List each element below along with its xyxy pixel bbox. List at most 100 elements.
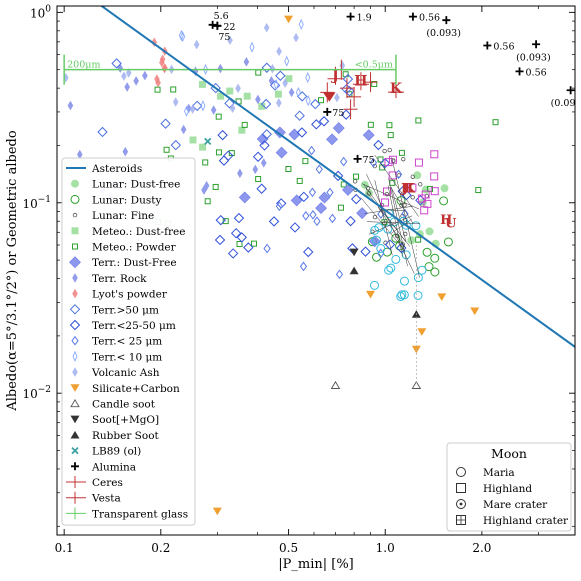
alumina-point [566, 86, 575, 95]
data-point [366, 221, 420, 224]
data-point [334, 92, 340, 103]
data-point [142, 70, 148, 81]
data-point [315, 164, 323, 175]
data-point [399, 203, 404, 208]
data-point [308, 187, 317, 198]
legend-label: Ceres [92, 477, 123, 489]
legend-swatch [72, 367, 78, 377]
data-point [328, 213, 337, 224]
data-point [391, 187, 407, 242]
plot-frame [56, 5, 576, 536]
alumina-point [208, 20, 217, 29]
data-point [214, 234, 226, 246]
legend-label: Lunar: Dusty [92, 194, 161, 206]
data-point [217, 63, 224, 74]
data-point [235, 83, 241, 94]
data-point [313, 216, 321, 227]
legend-label: Meteo.: Powder [92, 242, 177, 254]
data-point [255, 176, 262, 183]
y-axis-title: Albedo(α=5°/3.1°/2°) or Geometric albedo [5, 130, 20, 411]
moon-legend-label: Mare crater [483, 499, 548, 511]
alumina-label: 0.56 [526, 67, 547, 78]
data-point [411, 221, 421, 231]
data-point [379, 158, 391, 169]
data-point [159, 57, 165, 68]
data-point [426, 185, 433, 192]
moon-legend: Moon Maria Highland Mare crater Highland cra… [446, 442, 572, 532]
x-tick-label: 0.1 [55, 541, 74, 555]
data-point [383, 224, 393, 234]
x-axis-title: |P_min| [%] [278, 557, 354, 572]
legend-label: Lyot's powder [92, 289, 168, 301]
data-point [251, 240, 258, 247]
y-tick-label: 10−1 [22, 195, 51, 211]
data-point [212, 183, 219, 190]
data-point [302, 158, 309, 165]
data-point [332, 122, 345, 135]
data-point [302, 210, 310, 221]
data-point [210, 105, 217, 115]
legend-swatch [70, 430, 80, 439]
data-point [276, 98, 282, 108]
data-point [273, 79, 279, 91]
data-point [417, 265, 427, 275]
data-point [180, 30, 186, 43]
data-point [263, 243, 271, 254]
data-point [318, 191, 331, 204]
alumina-label: 75 [218, 32, 230, 43]
data-point [374, 180, 393, 256]
alumina-label: 75 [363, 155, 375, 166]
data-point [408, 183, 417, 192]
data-point [215, 113, 222, 120]
named-point-label: J [401, 182, 408, 197]
data-point [402, 231, 408, 237]
data-point [330, 380, 341, 389]
data-point [340, 156, 348, 167]
legend-swatch [72, 273, 78, 283]
data-point [367, 121, 374, 128]
data-point [229, 103, 236, 114]
data-point [307, 145, 316, 156]
data-point [133, 76, 139, 86]
data-point [154, 74, 160, 84]
data-point [411, 380, 422, 389]
data-point [233, 212, 245, 224]
data-point [238, 126, 246, 134]
data-point [243, 57, 250, 67]
data-point [413, 171, 422, 180]
data-point [238, 191, 251, 204]
data-point [261, 62, 273, 73]
data-point [326, 187, 334, 198]
legend-label: Rubber Soot [92, 430, 160, 442]
data-point [303, 246, 314, 258]
data-point [204, 198, 211, 205]
data-point [410, 195, 415, 200]
data-point [275, 201, 283, 212]
data-point [305, 95, 311, 107]
data-point [189, 104, 196, 114]
data-point [315, 202, 327, 215]
data-point [414, 158, 423, 167]
data-point [422, 247, 432, 257]
legend-swatch [69, 304, 81, 315]
data-point [199, 143, 207, 151]
data-point [342, 71, 349, 78]
data-point [430, 187, 439, 196]
data-point [386, 263, 396, 273]
data-point [185, 103, 192, 114]
legend-label: Terr.< 10 μm [92, 351, 162, 363]
legend-label: Vesta [91, 493, 121, 505]
data-point [217, 92, 225, 100]
data-point [443, 237, 453, 247]
data-point [415, 236, 422, 243]
data-point [397, 290, 407, 300]
data-point [407, 236, 416, 245]
data-point [276, 46, 282, 57]
data-point [284, 15, 294, 24]
data-point [339, 60, 346, 71]
alumina-label: 0.56 [419, 13, 440, 24]
data-point [387, 132, 394, 139]
legend-label: LB89 (ol) [92, 446, 141, 458]
data-point [342, 73, 354, 85]
data-point [237, 168, 243, 179]
